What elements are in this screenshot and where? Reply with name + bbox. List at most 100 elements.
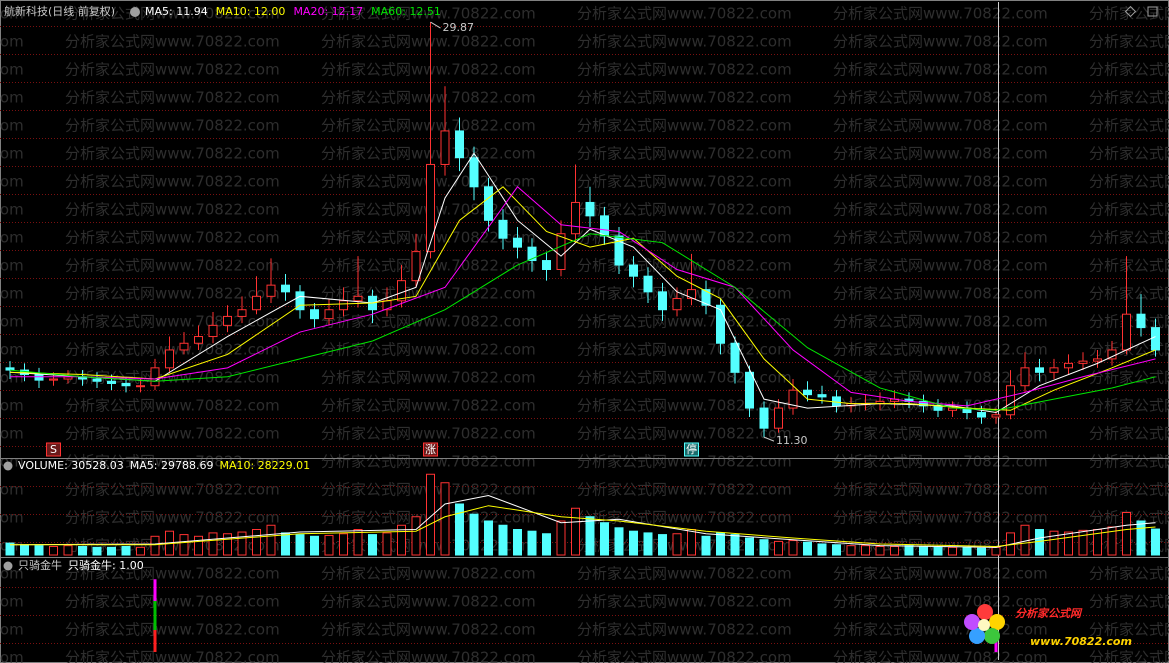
- watermark: 分析家公式网www.70822.com: [0, 621, 24, 639]
- watermark: 分析家公式网www.70822.com: [0, 33, 24, 51]
- watermark: 分析家公式网www.70822.com: [577, 649, 792, 663]
- watermark: 分析家公式网www.70822.com: [0, 509, 24, 527]
- watermark: 分析家公式网www.70822.com: [577, 425, 792, 443]
- candle-body: [730, 342, 740, 373]
- candle-body: [629, 264, 638, 277]
- watermark: 分析家公式网www.70822.com: [833, 593, 1048, 611]
- watermark: 分析家公式网www.70822.com: [1089, 397, 1169, 415]
- candle-body: [208, 324, 218, 338]
- candle-body: [150, 367, 160, 387]
- candle-body: [745, 371, 754, 409]
- volume-bar: [643, 532, 653, 556]
- candle-body: [107, 380, 116, 384]
- petal: [989, 614, 1005, 630]
- volume-bar: [861, 545, 870, 556]
- chart-title: 航新科技(日线 前复权): [4, 4, 115, 18]
- volume-bar: [440, 482, 450, 556]
- volume-bar: [208, 532, 218, 556]
- watermark: 分析家公式网www.70822.com: [577, 61, 792, 79]
- watermark: 分析家公式网www.70822.com: [1089, 593, 1169, 611]
- watermark: 分析家公式网www.70822.com: [1089, 369, 1169, 387]
- candle-body: [1064, 362, 1073, 369]
- watermark: 分析家公式网www.70822.com: [0, 397, 24, 415]
- watermark: 分析家公式网www.70822.com: [321, 313, 536, 331]
- watermark: 分析家公式网www.70822.com: [321, 397, 536, 415]
- volume-bar: [991, 546, 1001, 556]
- volume-bar: [20, 544, 29, 556]
- candle-body: [1006, 385, 1015, 416]
- watermark: 分析家公式网www.70822.com: [1089, 61, 1169, 79]
- watermark: 分析家公式网www.70822.com: [0, 89, 24, 107]
- watermark: 分析家公式网www.70822.com: [833, 341, 1048, 359]
- diamond-button[interactable]: [1124, 5, 1137, 18]
- logo-name: 分析家公式网: [1015, 607, 1083, 620]
- menu-icon[interactable]: [3, 461, 13, 471]
- watermark: 分析家公式网www.70822.com: [577, 341, 792, 359]
- watermark: 分析家公式网www.70822.com: [833, 173, 1048, 191]
- watermark: 分析家公式网www.70822.com: [833, 369, 1048, 387]
- volume-bar: [92, 546, 102, 556]
- candle-body: [513, 237, 522, 248]
- volume-bar: [498, 524, 508, 556]
- legend-entry: MA20: 12.17: [293, 5, 363, 18]
- watermark: 分析家公式网www.70822.com: [1089, 621, 1169, 639]
- watermark: 分析家公式网www.70822.com: [321, 117, 536, 135]
- watermark: 分析家公式网www.70822.com: [65, 201, 280, 219]
- ma-line: [10, 186, 1156, 407]
- watermark: 分析家公式网www.70822.com: [1089, 481, 1169, 499]
- volume-bar: [382, 532, 392, 556]
- candle-body: [237, 309, 247, 317]
- watermark: 分析家公式网www.70822.com: [833, 89, 1048, 107]
- candle-body: [527, 246, 537, 262]
- ma-line: [9, 186, 1156, 411]
- watermark: 分析家公式网www.70822.com: [321, 341, 536, 359]
- watermark: 分析家公式网www.70822.com: [0, 285, 24, 303]
- watermark: 分析家公式网www.70822.com: [321, 649, 536, 663]
- candle-body: [179, 342, 189, 351]
- logo: 分析家公式网 www.70822.com: [964, 604, 1132, 648]
- watermark: 分析家公式网www.70822.com: [1089, 565, 1169, 583]
- candle-body: [614, 235, 624, 266]
- menu-icon[interactable]: [130, 7, 140, 17]
- watermark: 分析家公式网www.70822.com: [833, 61, 1048, 79]
- volume-bar: [324, 534, 334, 556]
- candle-body: [426, 163, 435, 253]
- volume-bar: [411, 516, 421, 556]
- candle-body: [919, 400, 928, 407]
- petal: [984, 628, 1000, 644]
- flower-center: [978, 619, 990, 631]
- volume-bar: [266, 524, 276, 556]
- watermark: 分析家公式网www.70822.com: [577, 5, 792, 23]
- watermark: 分析家公式网www.70822.com: [833, 621, 1048, 639]
- legend-entry: 只骑金牛: 1.00: [68, 558, 144, 572]
- candle-body: [281, 284, 290, 293]
- volume-bar: [78, 546, 87, 556]
- watermark: 分析家公式网www.70822.com: [833, 481, 1048, 499]
- square-button[interactable]: [1147, 6, 1158, 17]
- menu-icon[interactable]: [3, 561, 13, 571]
- signal-box: [46, 442, 61, 457]
- watermark: 分析家公式网www.70822.com: [1089, 5, 1169, 23]
- watermark: 分析家公式网www.70822.com: [321, 425, 536, 443]
- volume-bar: [107, 546, 116, 556]
- candle-body: [556, 233, 566, 270]
- volume-bar: [948, 546, 957, 556]
- volume-bar: [49, 546, 58, 556]
- candle-body: [1049, 367, 1059, 373]
- watermark: 分析家公式网www.70822.com: [321, 621, 536, 639]
- volume-bar: [455, 503, 464, 556]
- watermark: 分析家公式网www.70822.com: [0, 5, 24, 23]
- candle-body: [774, 407, 783, 429]
- watermark: 分析家公式网www.70822.com: [321, 145, 536, 163]
- ma-line: [9, 494, 1156, 548]
- volume-bar: [600, 522, 609, 556]
- watermark: 分析家公式网www.70822.com: [577, 33, 792, 51]
- volume-bar: [34, 545, 44, 556]
- candle-body: [716, 304, 725, 344]
- watermark: 分析家公式网www.70822.com: [321, 369, 536, 387]
- volume-bar: [136, 546, 145, 556]
- candle-body: [339, 300, 348, 311]
- candle-body: [672, 298, 682, 311]
- candle-body: [252, 295, 261, 311]
- volume-bar: [339, 533, 348, 556]
